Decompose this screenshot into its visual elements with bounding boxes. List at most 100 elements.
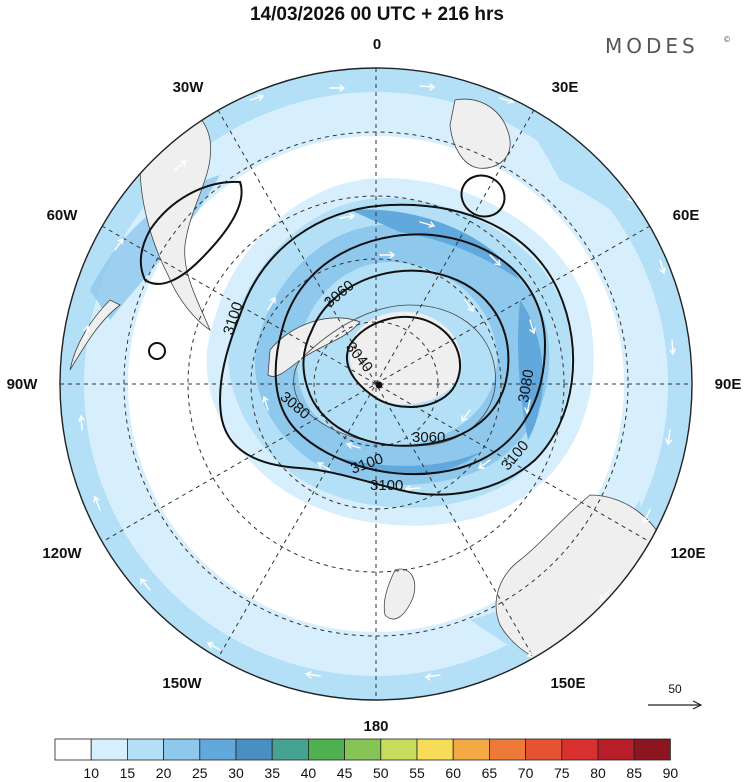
contour-label: 3080	[515, 368, 538, 404]
wind-arrow	[316, 462, 331, 471]
wind-arrow	[174, 160, 188, 171]
jet-patch-northeast	[520, 110, 680, 260]
colorbar-swatch	[163, 738, 201, 761]
colorbar-tick-label: 20	[156, 765, 172, 781]
colorbar-tick-label: 40	[301, 765, 317, 781]
jet-core-east	[517, 300, 543, 440]
colorbar-tick-label: 60	[445, 765, 461, 781]
colorbar-swatch	[488, 738, 526, 761]
contour-ring-small	[148, 342, 166, 360]
wind-arrow	[461, 409, 471, 423]
colorbar-tick-label: 55	[409, 765, 425, 781]
brand-copyright-mark: ©	[723, 35, 731, 44]
wind-arrow	[669, 339, 676, 356]
colorbar-tick-label: 85	[626, 765, 642, 781]
wind-arrow	[329, 84, 346, 92]
contour-3100	[219, 203, 575, 496]
contour-ring-northeast	[460, 174, 506, 218]
colorbar-tick-label: 65	[482, 765, 498, 781]
wind-arrow	[489, 254, 501, 266]
wind-arrow	[206, 642, 221, 651]
colorbar-tick-label: 70	[518, 765, 534, 781]
colorbar-swatch	[199, 738, 237, 761]
wind-arrow	[526, 649, 541, 658]
lon-label-60e: 60E	[673, 207, 700, 224]
lon-label-180: 180	[363, 718, 388, 735]
contour-3040	[345, 315, 461, 408]
colorbar-tick-label: 15	[120, 765, 136, 781]
colorbar-tick-label: 90	[663, 765, 679, 781]
lon-label-30w: 30W	[173, 79, 205, 96]
contour-ring-west	[139, 180, 243, 285]
colorbar-swatch	[344, 738, 382, 761]
forecast-title: 14/03/2026 00 UTC + 216 hrs	[250, 4, 504, 25]
contour-3080	[274, 233, 547, 476]
colorbar-swatch	[525, 738, 563, 761]
jet-core-north	[350, 209, 520, 280]
wind-arrow	[529, 319, 536, 335]
wind-arrow	[599, 589, 611, 601]
colorbar-tick-label: 25	[192, 765, 208, 781]
colorbar: 10 15 20 25 30 35 40 45 50 55 60 65 70 75 80 85 90	[54, 738, 679, 781]
new-zealand-landmass	[383, 568, 416, 620]
wind-arrow	[78, 414, 85, 431]
colorbar-swatch	[235, 738, 273, 761]
colorbar-swatch	[416, 738, 454, 761]
wind-arrow	[419, 83, 436, 91]
colorbar-swatch	[271, 738, 309, 761]
lon-label-90e: 90E	[715, 376, 742, 393]
wind-arrow	[424, 673, 441, 681]
colorbar-swatch	[307, 738, 345, 761]
map-boundary	[59, 67, 693, 701]
colorbar-swatch	[54, 738, 92, 761]
antarctica-coastline	[293, 304, 496, 447]
meridian-60e-120w	[101, 225, 651, 543]
reference-vector-arrow	[648, 700, 703, 710]
lon-label-150e: 150E	[550, 675, 585, 692]
wind-arrow	[339, 213, 356, 220]
lon-label-120e: 120E	[670, 545, 705, 562]
patagonia-coast	[69, 299, 121, 371]
colorbar-swatch	[633, 738, 671, 761]
wind-arrow	[140, 577, 151, 591]
colorbar-swatch	[380, 738, 418, 761]
wind-arrow	[249, 94, 265, 101]
africa-tip-landmass	[449, 98, 511, 169]
meridian-30w-150e	[217, 109, 535, 659]
wind-arrow	[345, 442, 361, 449]
colorbar-swatch	[127, 738, 165, 761]
colorbar-tick-label: 75	[554, 765, 570, 781]
wind-arrow	[262, 395, 269, 411]
colorbar-swatch	[452, 738, 490, 761]
wind-arrow	[499, 97, 515, 104]
wind-arrow	[643, 509, 651, 524]
lon-label-60w: 60W	[47, 207, 79, 224]
colorbar-swatch	[90, 738, 128, 761]
wind-arrow	[419, 221, 436, 228]
contour-3060	[302, 269, 510, 447]
contour-label: 3060	[412, 429, 445, 446]
meridian-60w-120e	[101, 225, 651, 543]
colorbar-swatch	[597, 738, 635, 761]
lon-label-30e: 30E	[552, 79, 579, 96]
brand-logo: MODES	[605, 34, 699, 58]
contour-label: 3100	[370, 477, 403, 494]
wind-arrow	[267, 296, 276, 311]
colorbar-tick-label: 35	[264, 765, 280, 781]
colorbar-tick-label: 80	[590, 765, 606, 781]
map-disk: 3060 3040 3080 3100 3060 3080 3100 3100 …	[60, 68, 692, 700]
wind-arrow	[464, 299, 474, 313]
colorbar-tick-label: 30	[228, 765, 244, 781]
wind-arrow	[83, 324, 90, 341]
colorbar-tick-label: 10	[83, 765, 99, 781]
lon-label-150w: 150W	[162, 675, 202, 692]
colorbar-tick-label: 50	[373, 765, 389, 781]
colorbar-tick-label: 45	[337, 765, 353, 781]
colorbar-swatch	[561, 738, 599, 761]
south-pole-marker	[375, 381, 383, 389]
lon-label-120w: 120W	[42, 545, 82, 562]
wind-arrow	[114, 237, 124, 251]
wind-arrow	[659, 259, 666, 275]
reference-vector-label: 50	[668, 682, 682, 696]
